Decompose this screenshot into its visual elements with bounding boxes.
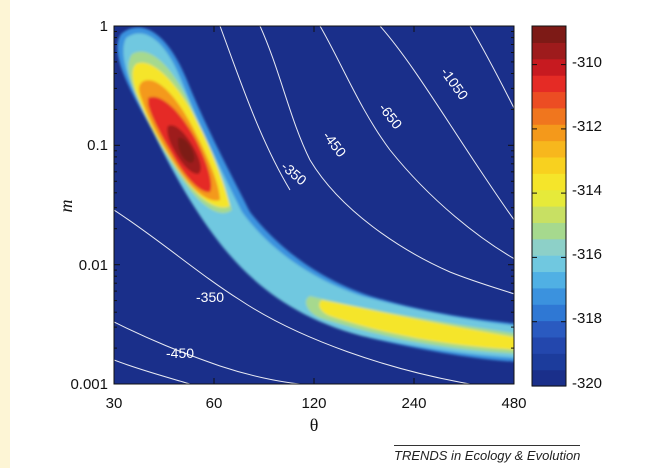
contour-line-450-lower (114, 321, 301, 384)
colorbar-swatch (532, 222, 566, 240)
journal-credit: TRENDS in Ecology & Evolution (394, 445, 581, 463)
contour-line-mid (219, 26, 291, 191)
colorbar-swatch (532, 238, 566, 256)
x-tick-label-120: 120 (301, 395, 326, 412)
heat-layers: -1050 -650 -450 -350 -350 -450 (114, 26, 514, 384)
colorbar-frame (531, 25, 567, 387)
colorbar-swatch (532, 206, 566, 223)
colorbar-swatch (532, 156, 566, 174)
figure-panel: -1050 -650 -450 -350 -350 -450 1 0.1 0.0… (10, 0, 648, 468)
colorbar-label-312: -312 (572, 118, 602, 135)
colorbar-swatch (532, 173, 566, 191)
axis-ticks (113, 25, 515, 385)
colorbar-swatch (532, 189, 566, 207)
contour-line-350-upper (259, 26, 514, 295)
heat-band-tail-yellow (319, 300, 514, 350)
colorbar-swatch (532, 58, 566, 76)
contour-line-350-lower (114, 209, 471, 384)
contour-lines (114, 26, 514, 384)
heat-band-maroon (178, 137, 195, 163)
contour-line-450-upper (319, 26, 514, 260)
colorbar-swatch (532, 75, 566, 93)
colorbar-label-314: -314 (572, 182, 602, 199)
x-tick-label-30: 30 (106, 395, 123, 412)
colorbar-swatch (532, 369, 566, 387)
x-tick-label-480: 480 (501, 395, 526, 412)
colorbar (532, 26, 566, 387)
y-tick-label-0.001: 0.001 (70, 376, 108, 393)
colorbar-label-310: -310 (572, 54, 602, 71)
colorbar-label-320: -320 (572, 375, 602, 392)
colorbar-swatch (532, 304, 566, 322)
colorbar-swatch (532, 107, 566, 125)
colorbar-labels: -310 -312 -314 -316 -318 -320 (572, 54, 602, 392)
x-tick-label-60: 60 (206, 395, 223, 412)
contour-label-350-lower: -350 (196, 289, 224, 305)
y-tick-label-1: 1 (100, 18, 108, 35)
colorbar-swatch (532, 271, 566, 289)
colorbar-swatch (532, 255, 566, 273)
colorbar-label-316: -316 (572, 246, 602, 263)
colorbar-swatch (532, 91, 566, 109)
colorbar-swatch (532, 124, 566, 142)
colorbar-swatch (532, 287, 566, 305)
colorbar-swatch (532, 336, 566, 354)
contour-line-650 (379, 26, 514, 221)
x-tick-labels: 30 60 120 240 480 (106, 395, 527, 412)
contour-line-bottom (114, 359, 191, 384)
heatmap-chart: -1050 -650 -450 -350 -350 -450 1 0.1 0.0… (56, 18, 602, 435)
colorbar-swatch (532, 353, 566, 371)
colorbar-label-318: -318 (572, 310, 602, 327)
colorbar-swatch (532, 320, 566, 338)
contour-line-1050 (469, 26, 514, 110)
y-tick-label-0.01: 0.01 (79, 257, 108, 274)
heat-bands (117, 27, 514, 362)
contour-label-450-lower: -450 (166, 345, 194, 361)
x-axis-title: θ (310, 415, 319, 435)
colorbar-swatch (532, 42, 566, 60)
colorbar-swatch (532, 26, 566, 43)
y-tick-label-0.1: 0.1 (87, 137, 108, 154)
colorbar-swatch (532, 140, 566, 158)
x-tick-label-240: 240 (401, 395, 426, 412)
y-tick-labels: 1 0.1 0.01 0.001 (70, 18, 108, 393)
y-axis-title: m (56, 200, 76, 213)
